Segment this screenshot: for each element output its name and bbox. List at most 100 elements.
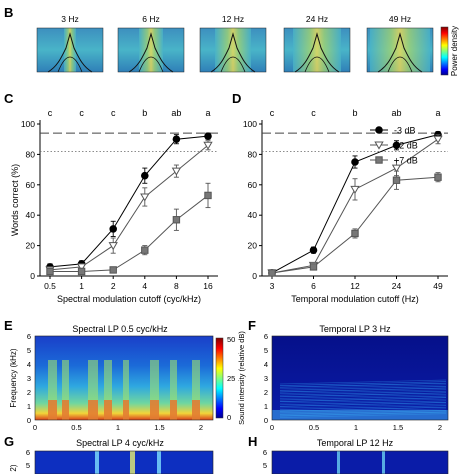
spectrogram-f-harmonic-10 [279,395,447,401]
spectrogram-f-harmonic-6 [279,389,447,394]
spectrogram-g-background [35,451,213,474]
spectrogram-f-harmonic-3 [279,384,447,390]
colorbar-tick-50: 50 [227,335,235,344]
panel-f-ytick-5: 5 [264,346,268,355]
point-d-1-4 [433,135,443,144]
spectrogram-e-column-7 [192,360,200,420]
panel-e-title: Spectral LP 0.5 cyc/kHz [72,324,168,334]
thumbnail-contour-3 [294,32,340,73]
spectrogram-f-harmonic-8 [279,392,447,398]
significance-c-0: c [48,108,53,118]
xtick-label-d-2: 12 [350,281,360,291]
significance-d-2: b [352,108,357,118]
panel-f-xticks: 0 0.5 1 1.5 2 [270,423,442,432]
thumbnail-band-0 [64,28,76,72]
spectrogram-e-low-band-7 [192,400,200,420]
point-c-0-3 [141,171,149,180]
significance-d-1: c [311,108,316,118]
panel-f-ytick-6: 6 [264,332,268,341]
panel-f-yticks: 0 1 2 3 4 5 6 [264,332,268,425]
spectrogram-f-frame [271,335,449,421]
point-c-1-2 [108,242,118,251]
series-line-c-1 [49,144,209,271]
panel-e-ytick-4: 4 [27,360,31,369]
spectrogram-g-frame [34,450,214,474]
thumbnail-contour-inner-2 [220,56,246,73]
spectrogram-e-low-band-2 [88,400,98,420]
legend-marker-2 [375,156,383,164]
xtick-label-d-3: 24 [392,281,402,291]
panel-letter-f: F [248,318,256,333]
spectrogram-f-harmonic-16 [279,405,447,410]
panel-g-ytick-6: 6 [26,448,30,457]
ytick-label-d-3: 60 [248,180,258,190]
panel-f-xtick-1: 0.5 [309,423,319,432]
colorbar-label-sound-intensity: Sound intensity (relative dB) [237,331,246,425]
point-c-2-4 [172,216,181,224]
point-c-1-1 [76,263,87,272]
spectrogram-f-harmonic-7 [279,390,447,396]
xtick-label-d-0: 3 [270,281,275,291]
ytick-label-c-5: 100 [21,119,35,129]
thumbnail-label-3: 24 Hz [306,14,328,24]
point-c-2-5 [204,191,212,200]
colorbar-tick-0: 0 [227,413,231,422]
point-d-0-3 [392,141,401,150]
panel-f-xtick-0: 0 [270,423,274,432]
xtick-label-d-4: 49 [433,281,443,291]
significance-c-1: c [79,108,84,118]
panel-e-yticks: 0 1 2 3 4 5 6 [27,332,31,425]
panel-f-ytick-1: 1 [264,402,268,411]
ytick-label-c-3: 60 [26,180,36,190]
spectrogram-e-column-1 [62,360,69,420]
thumbnail-label-0: 3 Hz [61,14,78,24]
significance-c-3: b [142,108,147,118]
series-c-1 [45,140,213,275]
point-d-1-3 [391,164,402,173]
panel-g-title: Spectral LP 4 cyc/kHz [76,438,164,448]
point-d-2-4 [434,173,442,181]
spectrogram-e-energy [48,360,200,420]
point-d-0-2 [351,158,359,166]
significance-d-4: a [435,108,440,118]
spectrogram-f-harmonic-4 [279,386,447,391]
thumbnail-contour-4 [377,32,423,73]
spectrogram-g-onset-1 [95,451,99,474]
thumbnail-label-4: 49 Hz [389,14,411,24]
significance-d-0: c [270,108,275,118]
spectrogram-f-energy [272,379,448,420]
panel-e-ytick-3: 3 [27,374,31,383]
spectrogram-f-harmonic-2 [279,382,447,388]
series-d-2 [268,170,442,277]
spectrogram-g-onset-2 [130,451,135,474]
point-d-0-1 [309,246,318,254]
xlabel-d: Temporal modulation cutoff (Hz) [291,294,418,304]
point-d-2-3 [392,176,401,184]
thumbnail-frame-3 [283,27,351,73]
colorbar-tick-25: 25 [227,374,235,383]
legend-marker-0 [375,126,383,134]
panel-e-ytick-5: 5 [27,346,31,355]
thumbnail-contour-inner-1 [138,56,164,73]
panel-e-xtick-2: 1 [116,423,120,432]
spectrogram-h-frame [271,450,449,474]
spectrogram-f-harmonic-5 [279,387,447,393]
panel-letter-h: H [248,434,257,449]
panel-f-xtick-4: 2 [438,423,442,432]
ytick-label-c-2: 40 [26,210,36,220]
thumbnail-frame-1 [117,27,185,73]
xlabel-c: Spectral modulation cutoff (cyc/kHz) [57,294,201,304]
panel-h-ytick-5: 5 [263,461,267,470]
panel-e-xtick-3: 1.5 [154,423,164,432]
point-c-0-4 [172,135,181,143]
ytick-label-d-0: 0 [252,271,257,281]
spectrogram-f-harmonic-15 [279,403,447,409]
point-d-1-2 [350,185,360,194]
ytick-label-c-1: 20 [26,241,36,251]
spectrogram-e-column-2 [88,360,98,420]
xtick-label-c-5: 16 [203,281,213,291]
ylabel-c: Words correct (%) [10,164,20,236]
series-d-0 [268,130,442,277]
point-d-2-0 [268,269,276,277]
spectrogram-e-low-band-0 [48,400,57,420]
